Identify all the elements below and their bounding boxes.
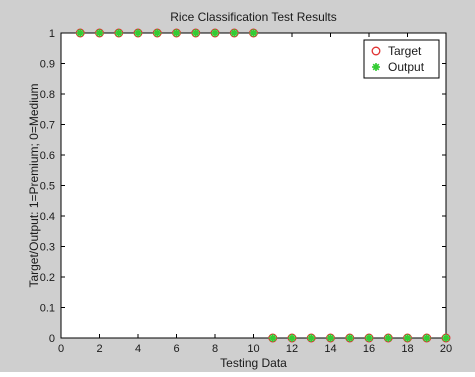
y-tick-label: 0.5 <box>40 181 55 193</box>
legend: Target Output <box>363 39 440 79</box>
x-tick-label: 8 <box>212 343 218 355</box>
output-point <box>95 29 104 37</box>
x-tick-label: 18 <box>401 343 413 355</box>
output-point <box>134 29 142 37</box>
output-point <box>288 334 296 342</box>
legend-target-marker <box>371 46 381 56</box>
y-tick-label: 0.9 <box>40 59 55 71</box>
output-point <box>384 334 393 342</box>
x-tick-label: 4 <box>135 343 141 355</box>
x-tick-label: 16 <box>363 343 375 355</box>
output-point <box>345 334 354 342</box>
legend-output-marker <box>372 63 380 71</box>
y-tick-label: 1 <box>49 28 55 40</box>
y-tick-label: 0.6 <box>40 150 55 162</box>
legend-output-label: Output <box>388 60 425 74</box>
output-point <box>114 29 123 37</box>
output-point <box>230 29 239 37</box>
output-point <box>365 334 373 342</box>
output-point <box>211 29 219 37</box>
x-tick-label: 2 <box>96 343 102 355</box>
x-tick-label: 12 <box>286 343 298 355</box>
x-tick-label: 0 <box>58 343 64 355</box>
output-point <box>191 29 200 37</box>
output-point <box>307 334 316 342</box>
y-tick-label: 0.8 <box>40 89 55 101</box>
output-point <box>403 334 412 342</box>
x-axis-label: Testing Data <box>220 356 287 370</box>
y-tick-label: 0.2 <box>40 272 55 284</box>
output-point <box>422 334 431 342</box>
x-tick-label: 20 <box>440 343 452 355</box>
y-tick-label: 0 <box>49 333 55 345</box>
output-point <box>172 29 181 37</box>
output-point <box>249 29 258 37</box>
output-point <box>268 334 277 342</box>
y-tick-label: 0.1 <box>40 303 55 315</box>
output-point <box>442 334 450 342</box>
y-tick-label: 0.4 <box>40 211 55 223</box>
output-point <box>153 29 162 37</box>
x-tick-label: 6 <box>173 343 179 355</box>
legend-target-label: Target <box>388 44 422 58</box>
chart-title: Rice Classification Test Results <box>170 10 337 24</box>
plot-area <box>60 32 447 339</box>
data-marks <box>75 28 451 343</box>
y-tick-label: 0.7 <box>40 120 55 132</box>
output-point <box>76 29 85 37</box>
y-axis-label: Target/Output: 1=Premium; 0=Medium <box>27 83 41 287</box>
y-tick-label: 0.3 <box>40 242 55 254</box>
x-tick-label: 10 <box>247 343 259 355</box>
legend-box <box>363 39 440 79</box>
output-point <box>326 334 335 342</box>
x-tick-label: 14 <box>324 343 336 355</box>
